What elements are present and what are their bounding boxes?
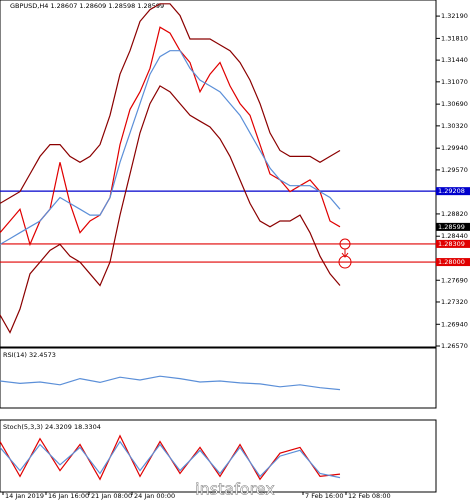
y-tick-label: 1.31440 — [441, 56, 468, 64]
y-tick-label: 1.28820 — [441, 210, 468, 218]
y-tick-label: 1.31070 — [441, 78, 468, 86]
series-line — [0, 50, 341, 245]
y-tick-label: 1.30320 — [441, 122, 468, 130]
x-tick-label: 21 Jan 08:00 — [91, 492, 132, 500]
y-tick-label: 1.32190 — [441, 12, 468, 20]
level-tag — [436, 258, 470, 267]
y-tick-label: 1.30690 — [441, 100, 468, 108]
series-line — [0, 375, 341, 391]
last-price-label: 1.28599 — [438, 223, 465, 231]
y-tick-label: 1.29570 — [441, 166, 468, 174]
price-panel — [0, 0, 437, 348]
watermark: instaforex — [195, 480, 275, 499]
rsi-label: RSI(14) 32.4573 — [3, 351, 56, 359]
y-tick-label: 1.29940 — [441, 144, 468, 152]
series-line — [0, 26, 341, 247]
x-tick-label: 12 Feb 08:00 — [348, 492, 391, 500]
stoch-label: Stoch(5,3,3) 24.3209 18.3304 — [3, 423, 101, 431]
last-price-tag — [436, 222, 470, 231]
level-label: 1.29208 — [438, 187, 465, 195]
x-tick-label: 16 Jan 16:00 — [48, 492, 89, 500]
series-line — [0, 3, 341, 204]
level-tag — [436, 187, 470, 196]
level-label: 1.28000 — [438, 258, 465, 266]
y-tick-label: 1.26940 — [441, 320, 468, 328]
y-tick-label: 1.31810 — [441, 34, 468, 42]
chart-title: GBPUSD,H4 1.28607 1.28609 1.28598 1.2859… — [10, 2, 164, 10]
level-tag — [436, 239, 470, 248]
x-tick-label: 14 Jan 2019 — [5, 492, 44, 500]
stoch-panel — [0, 419, 437, 493]
annotation-arrow — [341, 249, 349, 258]
y-tick-label: 1.27320 — [441, 298, 468, 306]
x-tick-label: 24 Jan 00:00 — [134, 492, 175, 500]
y-tick-label: 1.26570 — [441, 342, 468, 350]
x-tick-label: 7 Feb 16:00 — [305, 492, 344, 500]
y-tick-label: 1.27690 — [441, 276, 468, 284]
rsi-panel — [0, 347, 437, 409]
y-tick-label: 1.28440 — [441, 232, 468, 240]
series-line — [0, 440, 341, 479]
level-label: 1.28309 — [438, 240, 465, 248]
series-line — [0, 85, 341, 334]
